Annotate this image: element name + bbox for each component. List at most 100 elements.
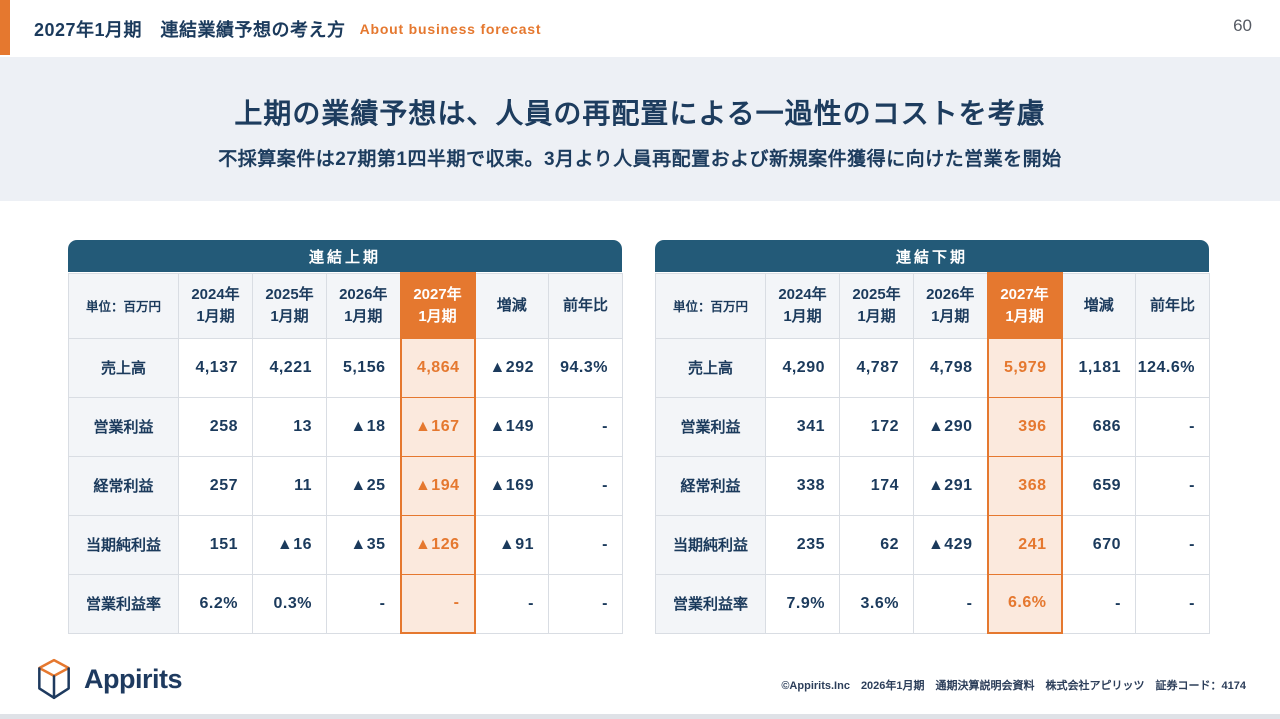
page-title: 2027年1月期 連結業績予想の考え方: [34, 19, 346, 40]
column-header: 増減: [474, 272, 549, 339]
cell-value: 11: [252, 455, 327, 516]
column-header: 2025年 1月期: [839, 272, 914, 339]
row-label: 営業利益: [655, 396, 766, 457]
table-row: 営業利益 341 172 ▲290 396 686-: [655, 396, 1210, 457]
logo-text: Appirits: [84, 663, 183, 694]
cell-value: 670: [1061, 514, 1136, 575]
header-titles: 2027年1月期 連結業績予想の考え方 About business forec…: [34, 0, 541, 57]
cell-value: -: [474, 573, 549, 634]
footer: Appirits ©Appirits.Inc 2026年1月期 通期決算説明会資…: [0, 639, 1280, 719]
cell-value: -: [1135, 455, 1210, 516]
column-header: 増減: [1061, 272, 1136, 339]
cell-value: -: [399, 573, 476, 634]
cell-value: ▲291: [913, 455, 988, 516]
copyright-text: ©Appirits.Inc 2026年1月期 通期決算説明会資料 株式会社アピリ…: [781, 680, 1246, 692]
cell-value: 62: [839, 514, 914, 575]
row-label: 売上高: [68, 337, 179, 398]
column-header: 2027年 1月期: [986, 272, 1063, 339]
row-label: 当期純利益: [68, 514, 179, 575]
page-subtitle-en: About business forecast: [359, 20, 542, 37]
cell-value: -: [1135, 396, 1210, 457]
cell-value: 258: [178, 396, 253, 457]
column-header: 前年比: [548, 272, 623, 339]
cell-value: -: [1135, 514, 1210, 575]
table-header-row: 単位：百万円 2024年 1月期 2025年 1月期 2026年 1月期 2027年 1…: [655, 272, 1210, 339]
table-title: 連結上期: [68, 240, 622, 272]
column-header: 2025年 1月期: [252, 272, 327, 339]
cell-value: 6.6%: [986, 573, 1063, 634]
cell-value: 3.6%: [839, 573, 914, 634]
table-row: 営業利益 258 13 ▲18 ▲167 ▲149-: [68, 396, 623, 457]
tables-row: 連結上期 単位：百万円 2024年 1月期 2025年 1月期 2026年 1月期 20…: [68, 240, 1210, 634]
cell-value: 4,798: [913, 337, 988, 398]
cell-value: 257: [178, 455, 253, 516]
accent-bar: [0, 0, 10, 55]
cell-value: 5,979: [986, 337, 1063, 398]
cell-value: ▲16: [252, 514, 327, 575]
cell-value: 0.3%: [252, 573, 327, 634]
cell-value: ▲292: [474, 337, 549, 398]
financial-table: 単位：百万円 2024年 1月期 2025年 1月期 2026年 1月期 2027年 1…: [68, 272, 623, 634]
row-label: 営業利益率: [68, 573, 179, 634]
cell-value: 124.6%: [1135, 337, 1210, 398]
company-logo: Appirits: [34, 657, 183, 701]
table-row: 経常利益 257 11 ▲25 ▲194 ▲169-: [68, 455, 623, 516]
box-logo-icon: [38, 658, 70, 700]
table-row: 売上高 4,290 4,787 4,798 5,979 1,181 124.6%: [655, 337, 1210, 398]
cell-value: ▲91: [474, 514, 549, 575]
banner-subtitle: 不採算案件は27期第1四半期で収束。3月より人員再配置および新規案件獲得に向けた…: [218, 148, 1062, 170]
bottom-strip: [0, 714, 1280, 719]
cell-value: ▲149: [474, 396, 549, 457]
cell-value: 341: [765, 396, 840, 457]
unit-label: 単位：百万円: [68, 272, 179, 339]
table-row: 営業利益率 6.2% 0.3% - - - -: [68, 573, 623, 634]
cell-value: 4,290: [765, 337, 840, 398]
cell-value: 4,864: [399, 337, 476, 398]
column-header: 2024年 1月期: [765, 272, 840, 339]
column-header: 2024年 1月期: [178, 272, 253, 339]
row-label: 経常利益: [655, 455, 766, 516]
key-message-banner: 上期の業績予想は、人員の再配置による一過性のコストを考慮 不採算案件は27期第1…: [0, 57, 1280, 201]
cell-value: 151: [178, 514, 253, 575]
cell-value: ▲35: [326, 514, 401, 575]
cell-value: ▲429: [913, 514, 988, 575]
cell-value: -: [913, 573, 988, 634]
cell-value: -: [548, 396, 623, 457]
table-second-half: 連結下期 単位：百万円 2024年 1月期 2025年 1月期 2026年 1月期 20…: [655, 240, 1210, 634]
cell-value: -: [548, 573, 623, 634]
page-number: 60: [1233, 16, 1252, 35]
column-header: 2026年 1月期: [913, 272, 988, 339]
cell-value: 5,156: [326, 337, 401, 398]
table-first-half: 連結上期 単位：百万円 2024年 1月期 2025年 1月期 2026年 1月期 20…: [68, 240, 623, 634]
table-title: 連結下期: [655, 240, 1209, 272]
row-label: 営業利益率: [655, 573, 766, 634]
cell-value: 396: [986, 396, 1063, 457]
table-header-row: 単位：百万円 2024年 1月期 2025年 1月期 2026年 1月期 2027年 1…: [68, 272, 623, 339]
row-label: 当期純利益: [655, 514, 766, 575]
cell-value: 659: [1061, 455, 1136, 516]
cell-value: 338: [765, 455, 840, 516]
cell-value: 368: [986, 455, 1063, 516]
cell-value: ▲194: [399, 455, 476, 516]
cell-value: -: [1135, 573, 1210, 634]
cell-value: ▲167: [399, 396, 476, 457]
cell-value: 241: [986, 514, 1063, 575]
cell-value: 686: [1061, 396, 1136, 457]
cell-value: 172: [839, 396, 914, 457]
row-label: 売上高: [655, 337, 766, 398]
cell-value: -: [326, 573, 401, 634]
table-row: 売上高 4,137 4,221 5,156 4,864 ▲292 94.3%: [68, 337, 623, 398]
cell-value: ▲126: [399, 514, 476, 575]
cell-value: 6.2%: [178, 573, 253, 634]
cell-value: -: [548, 455, 623, 516]
table-row: 営業利益率 7.9% 3.6% -6.6% - -: [655, 573, 1210, 634]
cell-value: 13: [252, 396, 327, 457]
cell-value: 235: [765, 514, 840, 575]
row-label: 営業利益: [68, 396, 179, 457]
column-header: 2027年 1月期: [399, 272, 476, 339]
cell-value: -: [548, 514, 623, 575]
cell-value: ▲169: [474, 455, 549, 516]
column-header: 2026年 1月期: [326, 272, 401, 339]
cell-value: -: [1061, 573, 1136, 634]
table-row: 経常利益 338 174 ▲291 368 659-: [655, 455, 1210, 516]
